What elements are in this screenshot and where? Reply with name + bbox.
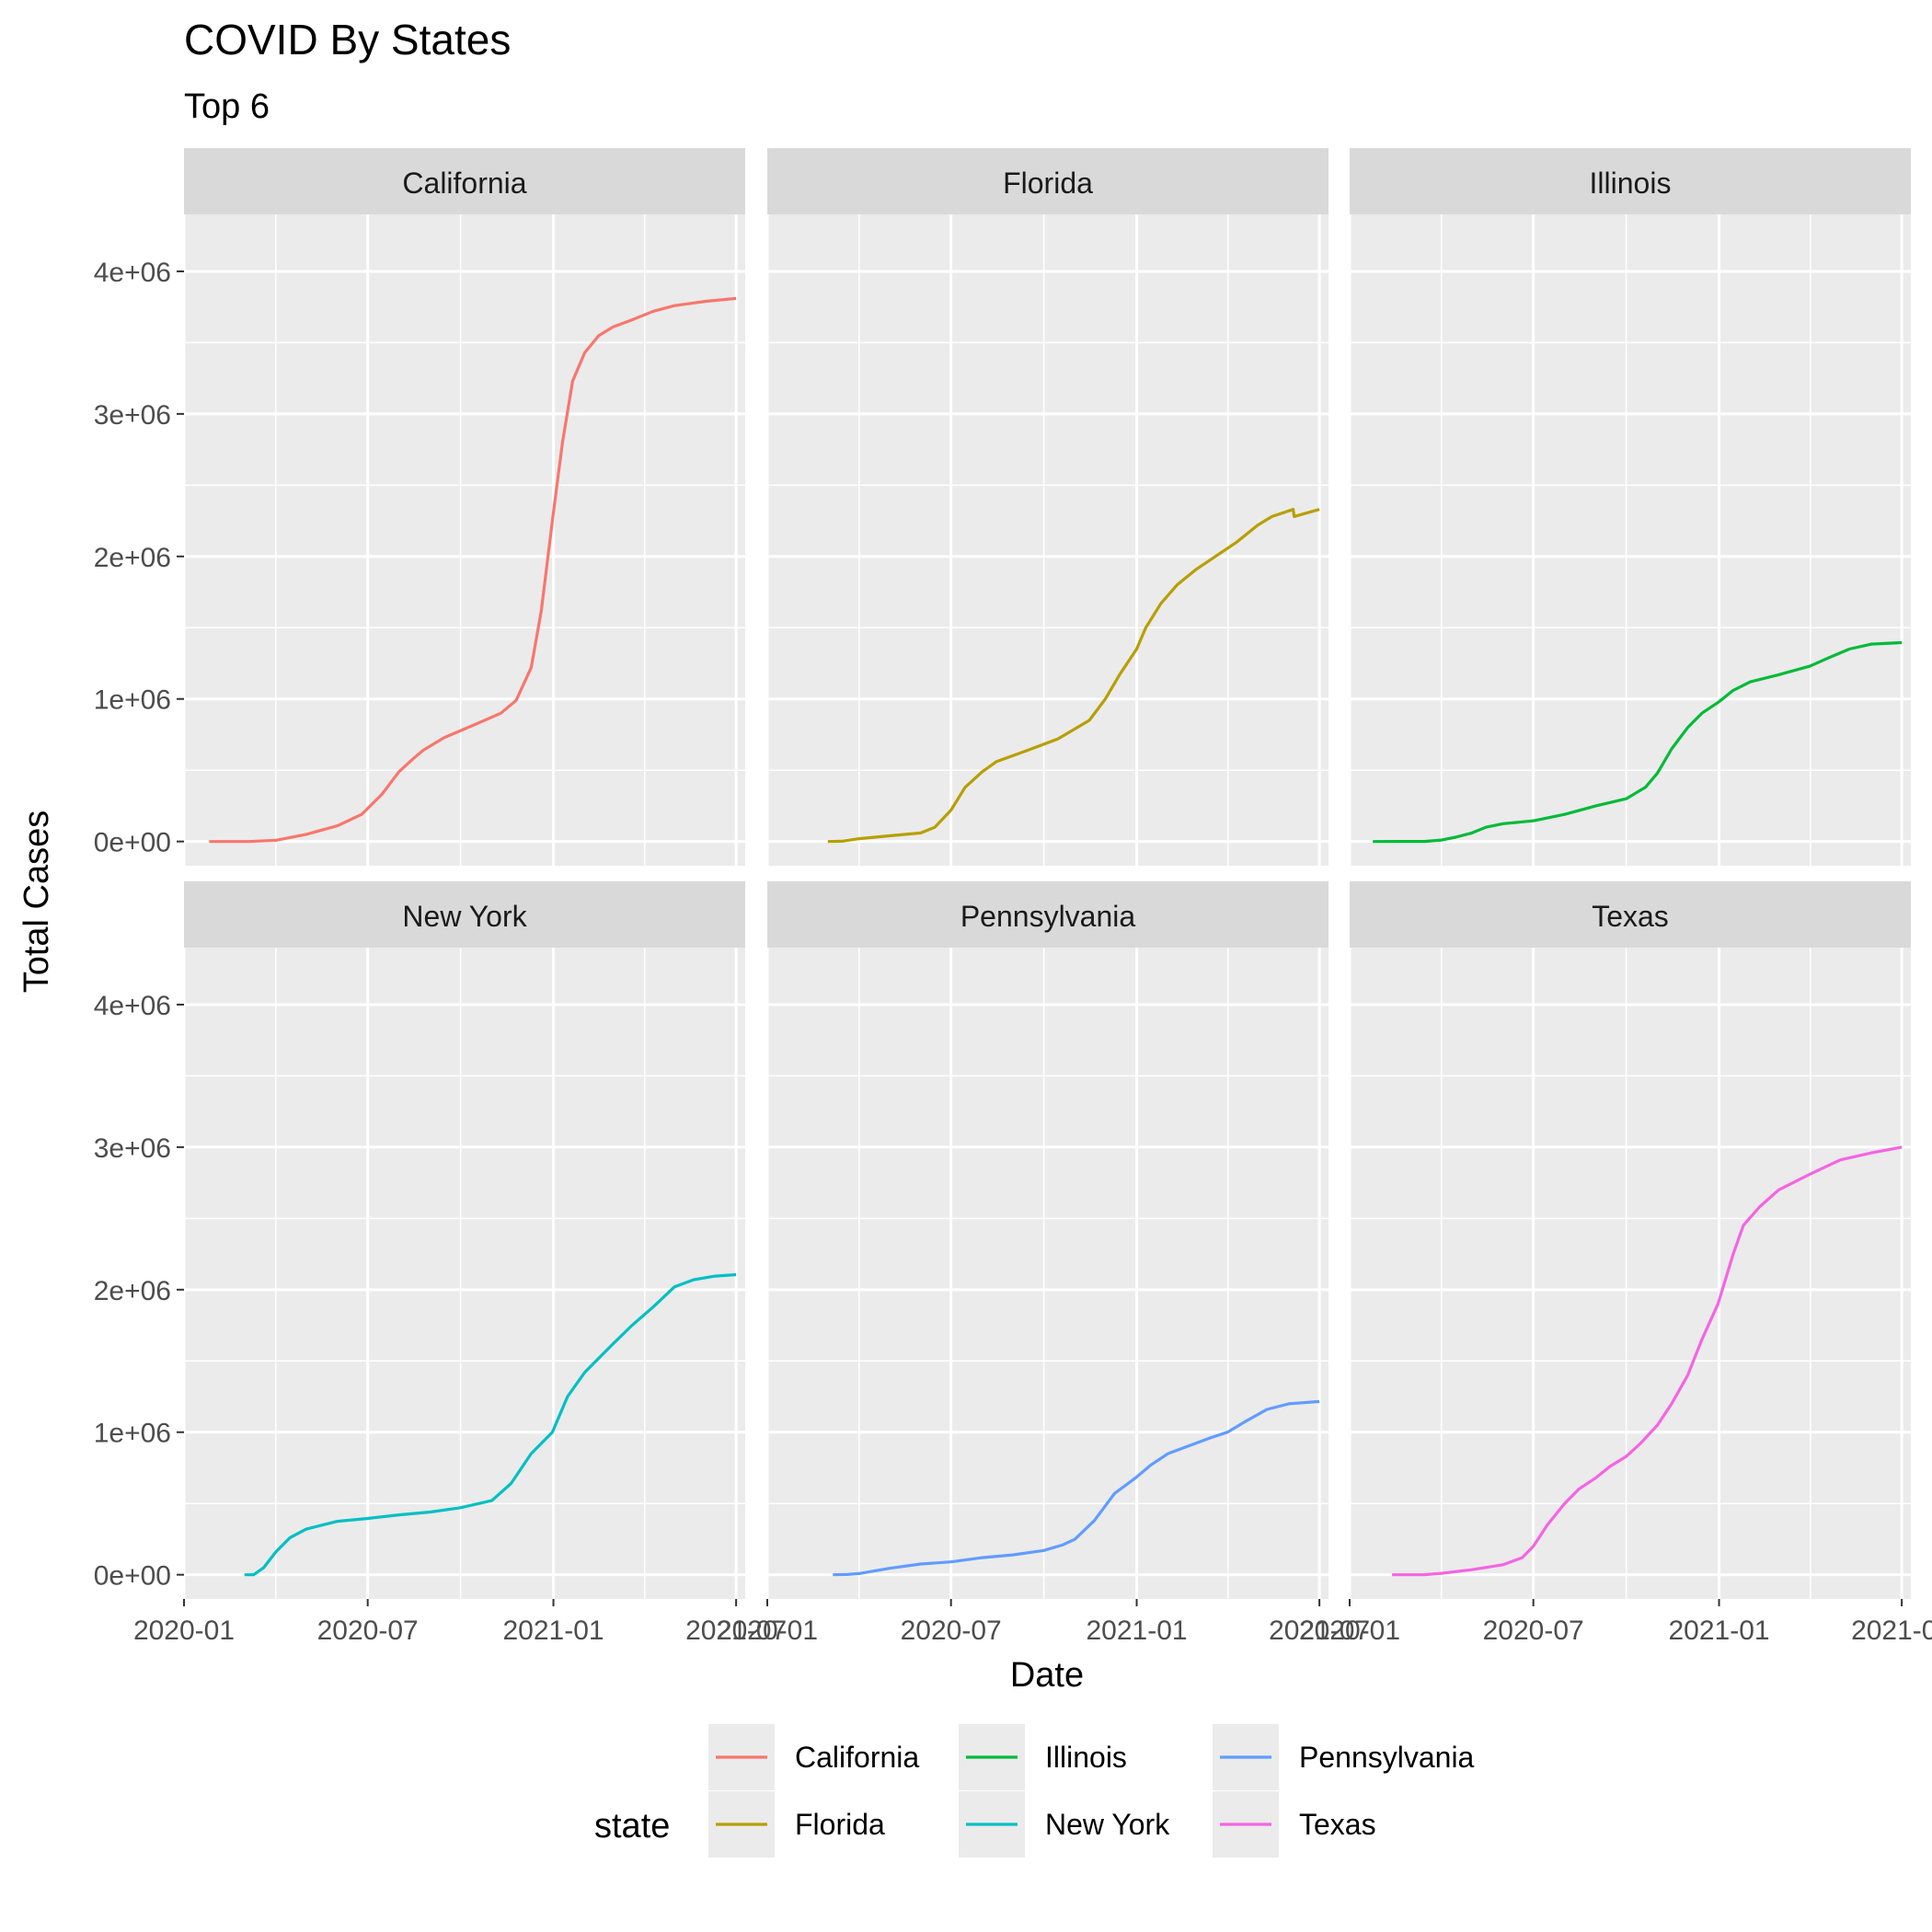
x-tick-label: 2020-07 [1483,1616,1584,1646]
facet-strip [767,881,1328,948]
facet-strip [1350,881,1911,948]
facet-strip-label: California [402,167,526,200]
x-tick-label: 2020-01 [1299,1616,1400,1646]
panel-background [1350,214,1911,866]
facet-strip-label: Pennsylvania [960,900,1136,933]
y-tick-label: 3e+06 [94,1133,171,1164]
x-tick-label: 2020-07 [317,1616,419,1646]
facet-strip [1350,148,1911,214]
legend-label: Illinois [1045,1741,1127,1774]
series-line [1392,1145,1903,1577]
legend-item: New York [959,1791,1170,1857]
y-tick-label: 4e+06 [94,991,171,1021]
legend-label: Florida [795,1808,885,1841]
x-tick-label: 2021-01 [1668,1616,1769,1646]
facet-panel: New York [182,881,745,1599]
facet-strip [184,148,745,214]
legend-item: Florida [708,1791,885,1857]
facet-panel: Florida [765,148,1328,866]
panel-background [1350,948,1911,1599]
y-tick-label: 4e+06 [94,258,171,288]
facet-strip-label: Illinois [1590,167,1672,200]
chart-subtitle: Top 6 [184,87,270,126]
facet-strip-label: Florida [1003,167,1093,200]
x-tick-label: 2020-01 [133,1616,235,1646]
facet-panel: Texas [1348,881,1911,1599]
x-tick-label: 2021-01 [1086,1616,1187,1646]
legend-title: state [594,1807,670,1846]
facet-strip [184,881,745,948]
series-line [209,296,737,844]
legend-item: California [708,1724,919,1790]
legend-label: Texas [1299,1808,1376,1841]
y-tick-label: 2e+06 [94,1276,171,1306]
series-line [827,508,1320,844]
facet-panel: California [182,148,745,866]
x-tick-label: 2021-07 [1269,1616,1370,1646]
legend-label: Pennsylvania [1299,1741,1475,1774]
legend: state California Florida Illinois New York P… [594,1724,1475,1857]
series-line [833,1399,1320,1577]
legend-label: New York [1045,1808,1170,1841]
x-axis-title: Date [1010,1656,1084,1695]
panel-background [184,948,745,1599]
x-tick-label: 2020-07 [901,1616,1002,1646]
x-tick-label: 2020-01 [717,1616,818,1646]
panel-background [767,948,1328,1599]
facet-panel: Pennsylvania [765,881,1328,1599]
facet-panel: Illinois [1348,148,1911,866]
legend-item: Illinois [959,1724,1127,1790]
facet-strip-label: Texas [1592,900,1669,933]
y-axis-title: Total Cases [17,811,56,994]
y-tick-label: 1e+06 [94,1419,171,1449]
panel-background [184,214,745,866]
y-tick-label: 1e+06 [94,685,171,716]
chart-title: COVID By States [184,16,511,63]
y-tick-label: 0e+00 [94,828,171,858]
series-line [244,1272,737,1577]
legend-label: California [795,1741,919,1774]
legend-item: Texas [1213,1791,1376,1857]
facet-strip-label: New York [402,900,527,933]
facet-strip [767,148,1328,214]
legend-item: Pennsylvania [1213,1724,1475,1790]
y-axis-tick-labels: 0e+00 1e+06 2e+06 3e+06 4e+06 0e+00 1e+06 2e+06… [94,258,184,1592]
y-tick-label: 0e+00 [94,1561,171,1592]
panel-background [767,214,1328,866]
y-tick-label: 3e+06 [94,400,171,431]
x-tick-label: 2021-07 [685,1616,787,1646]
x-tick-label: 2021-01 [502,1616,604,1646]
y-tick-label: 2e+06 [94,543,171,573]
series-line [1373,640,1903,844]
x-tick-label: 2021-07 [1851,1616,1932,1646]
facet-panels: California Florida Illinois New York Pennsyl… [182,148,1911,1599]
